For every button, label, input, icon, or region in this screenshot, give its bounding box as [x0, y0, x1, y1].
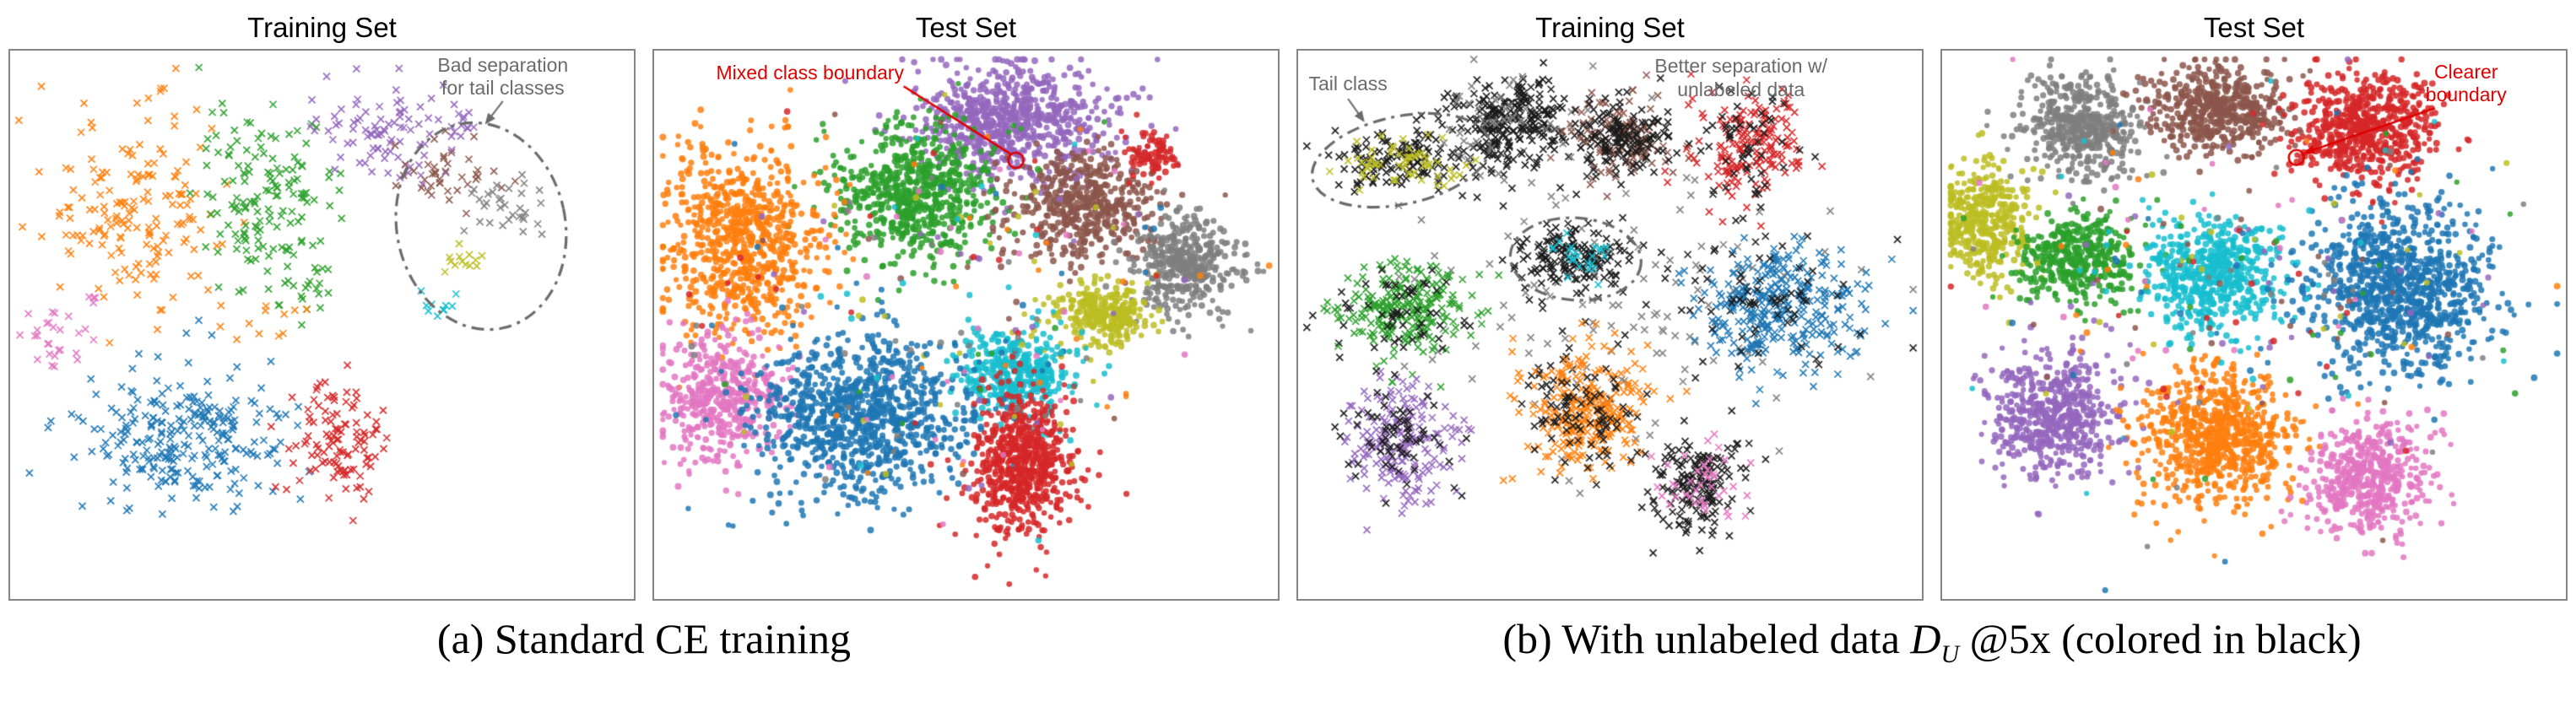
scatter-canvas-ce-train — [10, 51, 634, 599]
scatter-plot-ce-test: Mixed class boundary — [652, 49, 1280, 601]
scatter-canvas-unlabeled-test — [1942, 51, 2566, 599]
figure-captions: (a) Standard CE training (b) With unlabe… — [0, 614, 2576, 669]
scatter-canvas-ce-test — [654, 51, 1278, 599]
panel-ce-training-set: Training Set Bad separation for tail cla… — [8, 7, 636, 601]
scatter-plot-unlabeled-train: Better separation w/ unlabeled data Tail… — [1296, 49, 1924, 601]
caption-b-suffix: @5x (colored in black) — [1959, 615, 2362, 662]
annotation-bad-separation: Bad separation for tail classes — [437, 53, 569, 100]
caption-a: (a) Standard CE training — [0, 614, 1288, 669]
scatter-canvas-unlabeled-train — [1298, 51, 1922, 599]
math-script-d: D — [1910, 615, 1941, 662]
panel-title-unlabeled-test: Test Set — [2203, 12, 2305, 43]
annotation-mixed-class-boundary: Mixed class boundary — [716, 62, 904, 84]
panel-unlabeled-training-set: Training Set Better separation w/ unlabe… — [1296, 7, 1924, 601]
caption-b-prefix: (b) With unlabeled data — [1502, 615, 1911, 662]
scatter-plot-unlabeled-test: Clearer boundary — [1940, 49, 2568, 601]
annotation-better-separation: Better separation w/ unlabeled data — [1654, 55, 1827, 100]
panel-title-unlabeled-train: Training Set — [1535, 12, 1685, 43]
panel-title-ce-train: Training Set — [247, 12, 397, 43]
caption-a-text: (a) Standard CE training — [436, 615, 852, 662]
caption-b: (b) With unlabeled data DU @5x (colored … — [1288, 614, 2576, 669]
math-subscript: U — [1940, 640, 1960, 668]
tsne-figure: Training Set Bad separation for tail cla… — [8, 7, 2568, 601]
panel-ce-test-set: Test Set Mixed class boundary — [652, 7, 1280, 601]
scatter-plot-ce-train: Bad separation for tail classes — [8, 49, 636, 601]
annotation-clearer-boundary: Clearer boundary — [2425, 60, 2507, 106]
panel-unlabeled-test-set: Test Set Clearer boundary — [1940, 7, 2568, 601]
annotation-tail-class: Tail class — [1308, 73, 1388, 94]
panel-title-ce-test: Test Set — [915, 12, 1017, 43]
